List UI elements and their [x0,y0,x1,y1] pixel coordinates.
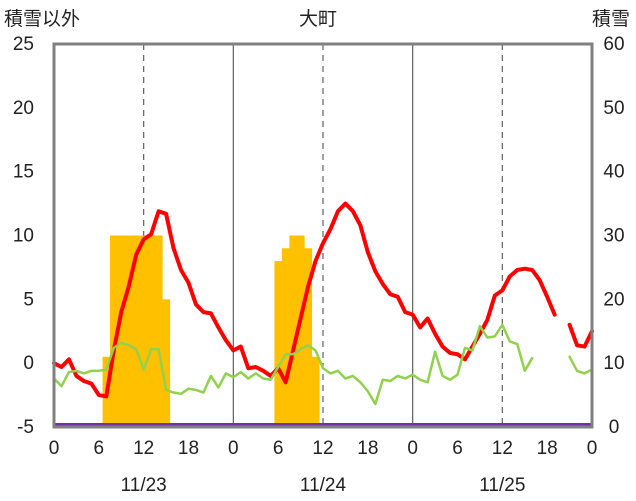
left-y-tick: 10 [13,226,34,247]
temperature-line-tail [567,322,594,349]
snow-depth-bar [147,235,156,427]
x-tick: 18 [537,438,558,459]
right-axis-label: 積雪 [592,8,630,30]
snow-depth-bar [289,235,298,427]
right-y-tick: 60 [603,34,624,55]
snow-depth-bar [274,261,283,427]
left-y-tick: 20 [13,98,34,119]
x-tick: 0 [587,438,598,459]
snow-depth-bar [124,235,133,427]
right-y-tick: 10 [603,353,624,374]
snow-depth-bar [139,235,148,427]
date-label: 11/23 [121,475,167,496]
left-y-tick: 5 [23,289,34,310]
snow-depth-bar [296,235,305,427]
left-y-tick: 15 [13,162,34,183]
green-series-line [52,323,534,406]
x-tick: 6 [94,438,105,459]
x-tick: 18 [178,438,199,459]
right-y-tick: 0 [609,417,620,438]
right-y-tick: 40 [603,162,624,183]
left-y-tick: -5 [17,417,34,438]
x-tick: 12 [133,438,154,459]
snow-depth-bar [117,235,126,427]
snow-depth-bar [132,235,141,427]
series-lines [52,201,594,426]
snow-depth-bar [304,248,313,427]
x-tick: 0 [228,438,239,459]
green-series-line-tail [568,355,594,375]
right-y-tick: 30 [603,226,624,247]
right-y-tick: 20 [603,289,624,310]
x-tick: 6 [273,438,284,459]
chart-title: 大町 [299,8,337,30]
snow-depth-bar [162,299,171,427]
x-tick: 6 [452,438,463,459]
date-label: 11/25 [479,475,525,496]
x-tick: 0 [407,438,418,459]
x-tick: 18 [357,438,378,459]
left-y-tick: 0 [23,353,34,374]
date-label: 11/24 [300,475,347,496]
right-y-tick: 50 [603,98,624,119]
snow-depth-bar [110,235,118,427]
plot-frame [52,42,594,429]
left-axis-label: 積雪以外 [4,8,80,30]
x-tick: 0 [49,438,60,459]
x-tick: 12 [492,438,513,459]
snow-depth-bar [311,356,320,427]
x-tick: 12 [312,438,333,459]
left-y-tick: 25 [13,34,34,55]
snow-depth-bar [154,235,163,427]
snow-depth-bar [281,248,290,427]
